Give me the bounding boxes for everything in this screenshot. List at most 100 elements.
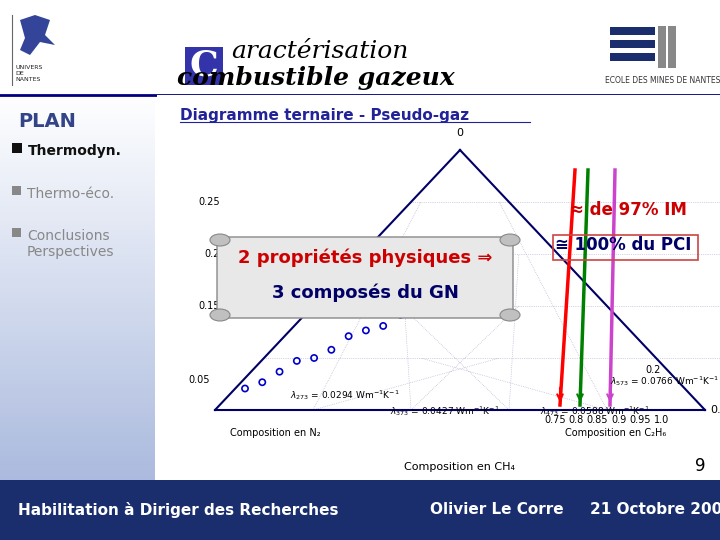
Point bbox=[325, 346, 337, 354]
Text: UNIVERS
DE
NANTES: UNIVERS DE NANTES bbox=[15, 65, 42, 82]
Bar bbox=[658, 26, 666, 68]
Bar bbox=[0, 128, 155, 133]
Bar bbox=[0, 239, 155, 244]
Bar bbox=[0, 383, 155, 389]
Bar bbox=[0, 345, 155, 350]
Bar bbox=[610, 40, 655, 48]
Bar bbox=[0, 349, 155, 355]
Text: 0.05: 0.05 bbox=[189, 375, 210, 385]
Bar bbox=[0, 152, 155, 158]
Bar bbox=[0, 407, 155, 413]
Text: Composition en C₂H₆: Composition en C₂H₆ bbox=[565, 428, 666, 438]
Bar bbox=[0, 417, 155, 422]
Ellipse shape bbox=[500, 309, 520, 321]
Bar bbox=[0, 248, 155, 254]
Bar bbox=[0, 210, 155, 215]
Polygon shape bbox=[20, 15, 55, 55]
Bar bbox=[0, 205, 155, 211]
Bar bbox=[0, 234, 155, 239]
Bar bbox=[0, 200, 155, 206]
Bar bbox=[0, 138, 155, 143]
Bar bbox=[0, 335, 155, 340]
Bar bbox=[0, 364, 155, 369]
Text: Habilitation à Diriger des Recherches: Habilitation à Diriger des Recherches bbox=[18, 502, 338, 518]
Bar bbox=[0, 301, 155, 307]
Bar bbox=[668, 26, 676, 68]
Text: Composition en CH₄: Composition en CH₄ bbox=[405, 462, 516, 472]
Text: C: C bbox=[189, 49, 218, 83]
Bar bbox=[0, 340, 155, 345]
Bar bbox=[0, 191, 155, 196]
Bar bbox=[157, 95, 720, 480]
Bar bbox=[0, 446, 155, 451]
Bar bbox=[0, 220, 155, 225]
Bar bbox=[185, 47, 223, 85]
Bar bbox=[0, 431, 155, 437]
Text: Composition en N₂: Composition en N₂ bbox=[230, 428, 320, 438]
Text: Thermo-éco.: Thermo-éco. bbox=[27, 186, 114, 200]
Text: Conclusions
Perspectives: Conclusions Perspectives bbox=[27, 228, 114, 259]
Bar bbox=[0, 258, 155, 264]
Bar bbox=[0, 123, 155, 129]
Bar bbox=[0, 94, 155, 100]
Bar bbox=[0, 480, 720, 540]
Bar bbox=[0, 292, 155, 297]
Bar bbox=[0, 104, 155, 110]
Ellipse shape bbox=[210, 234, 230, 246]
Ellipse shape bbox=[500, 234, 520, 246]
Text: $\lambda_{373}$ = 0.0427 Wm$^{-1}$K$^{-1}$: $\lambda_{373}$ = 0.0427 Wm$^{-1}$K$^{-1… bbox=[390, 404, 500, 418]
Text: combustible gazeux: combustible gazeux bbox=[177, 66, 454, 90]
Bar bbox=[0, 253, 155, 259]
Text: 3 composés du GN: 3 composés du GN bbox=[271, 284, 459, 302]
Bar bbox=[0, 278, 155, 282]
Bar bbox=[0, 215, 155, 220]
Bar bbox=[0, 263, 155, 268]
FancyBboxPatch shape bbox=[217, 237, 513, 318]
Text: 0.2: 0.2 bbox=[204, 249, 220, 259]
Text: 0.15: 0.15 bbox=[199, 301, 220, 311]
Point bbox=[308, 354, 320, 362]
Bar bbox=[0, 450, 155, 456]
Text: 21 Octobre 2003: 21 Octobre 2003 bbox=[590, 503, 720, 517]
Bar bbox=[0, 287, 155, 292]
Bar bbox=[0, 99, 155, 105]
Bar bbox=[0, 296, 155, 302]
Text: 0.95: 0.95 bbox=[629, 415, 651, 425]
Bar bbox=[0, 354, 155, 360]
Text: 9: 9 bbox=[695, 457, 706, 475]
Point bbox=[377, 322, 389, 330]
Bar bbox=[0, 441, 155, 447]
Bar bbox=[0, 379, 155, 384]
Text: 0: 0 bbox=[456, 128, 464, 138]
Bar bbox=[610, 53, 655, 61]
Text: 0.9: 0.9 bbox=[611, 415, 626, 425]
Bar bbox=[0, 172, 155, 177]
Bar bbox=[0, 369, 155, 374]
Bar bbox=[0, 393, 155, 398]
Point bbox=[429, 297, 441, 306]
Text: 0.25: 0.25 bbox=[710, 405, 720, 415]
Bar bbox=[0, 455, 155, 461]
Bar bbox=[0, 470, 155, 475]
Bar bbox=[0, 133, 155, 138]
Bar bbox=[0, 475, 155, 480]
Bar bbox=[0, 397, 155, 403]
Point bbox=[360, 326, 372, 335]
Bar bbox=[0, 359, 155, 364]
Text: Thermodyn.: Thermodyn. bbox=[28, 144, 122, 158]
Text: 0.2: 0.2 bbox=[645, 365, 660, 375]
Bar bbox=[0, 268, 155, 273]
Text: 0.75: 0.75 bbox=[544, 415, 565, 425]
Text: ≅ 100% du PCI: ≅ 100% du PCI bbox=[555, 236, 691, 254]
Bar bbox=[0, 402, 155, 408]
Bar bbox=[0, 119, 155, 124]
Bar bbox=[0, 465, 155, 470]
Point bbox=[412, 305, 423, 314]
Bar bbox=[0, 181, 155, 186]
Bar bbox=[0, 273, 155, 278]
Point bbox=[343, 332, 354, 341]
Bar bbox=[0, 306, 155, 312]
Text: ECOLE DES MINES DE NANTES: ECOLE DES MINES DE NANTES bbox=[605, 76, 720, 85]
Bar bbox=[0, 167, 155, 172]
Bar bbox=[0, 109, 155, 114]
